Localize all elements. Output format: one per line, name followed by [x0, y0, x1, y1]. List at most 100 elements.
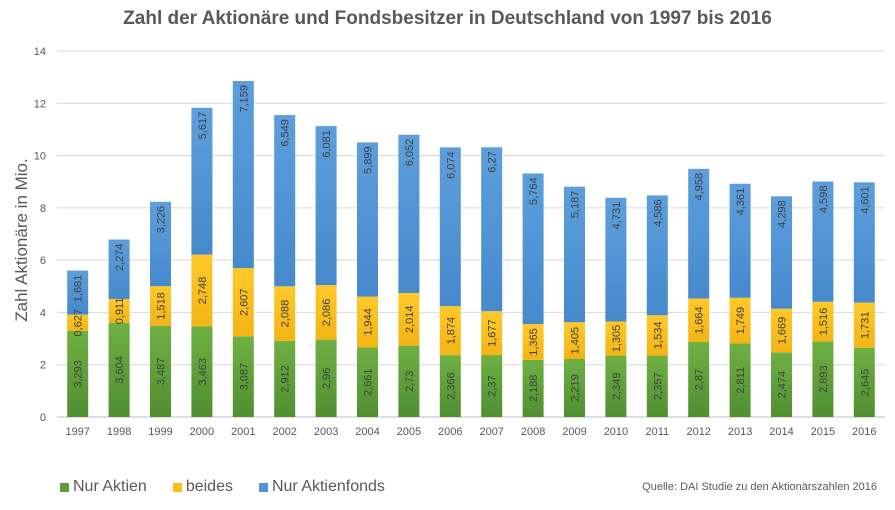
- data-label: 3,087: [238, 363, 250, 391]
- bar-segment-beides: [564, 322, 585, 359]
- data-label: 2,357: [652, 372, 664, 400]
- data-label: 5,899: [363, 146, 375, 174]
- data-label: 1,534: [652, 322, 664, 350]
- bar-segment-beides: [150, 286, 171, 326]
- bar-segment-nur-aktienfonds: [812, 181, 834, 302]
- legend-label: beides: [185, 478, 233, 495]
- bar-segment-nur-aktienfonds: [67, 270, 89, 315]
- bar-segment-nur-aktienfonds: [315, 126, 337, 286]
- y-tick-label: 8: [40, 203, 46, 215]
- y-tick-label: 12: [34, 98, 46, 110]
- x-tick-label: 2002: [272, 426, 296, 438]
- data-label: 4,598: [818, 186, 830, 214]
- bar-segment-nur-aktien: [688, 341, 710, 417]
- data-label: 2,474: [777, 371, 789, 399]
- data-label: 3,487: [156, 358, 168, 386]
- y-tick-label: 4: [40, 307, 46, 319]
- bar-segment-beides: [191, 254, 213, 327]
- bar-segment-beides: [481, 311, 503, 356]
- legend: Nur Aktien beides Nur Aktienfonds: [60, 478, 411, 496]
- x-tick-label: 2011: [645, 426, 669, 438]
- y-tick-label: 10: [34, 151, 46, 163]
- bar-segment-beides: [812, 301, 834, 342]
- legend-swatch-green: [60, 482, 69, 492]
- data-label: 1,516: [818, 308, 830, 336]
- data-label: 3,293: [73, 360, 85, 388]
- x-tick-label: 2005: [397, 426, 421, 438]
- x-axis-ticks: 1997 1998 1999 2000 2001 2002 2003 2004 2005 2006…: [65, 426, 876, 438]
- data-label: 5,764: [528, 177, 540, 205]
- data-label: 2,96: [321, 368, 333, 389]
- bar-segment-nur-aktienfonds: [481, 147, 503, 312]
- bar-segment-nur-aktien: [729, 343, 751, 417]
- bar-segment-nur-aktien: [67, 330, 89, 417]
- x-tick-label: 1998: [107, 426, 131, 438]
- data-label: 1,305: [611, 325, 623, 353]
- bar-segment-nur-aktienfonds: [439, 147, 461, 307]
- legend-label: Nur Aktienfonds: [271, 478, 385, 495]
- data-label: 1,677: [487, 319, 499, 347]
- bar-segment-nur-aktien: [605, 355, 627, 417]
- bar-segment-nur-aktienfonds: [853, 182, 875, 303]
- bar-segment-nur-aktien: [398, 345, 420, 417]
- data-label: 6,27: [487, 151, 499, 172]
- y-axis-ticks: 0 2 4 6 8 10 12 14: [34, 46, 46, 424]
- data-label: 1,731: [859, 311, 871, 339]
- bar-segment-beides: [771, 308, 792, 353]
- y-tick-label: 0: [40, 412, 46, 424]
- data-label: 2,219: [570, 374, 582, 402]
- x-tick-label: 2003: [314, 426, 338, 438]
- bar-segment-nur-aktien: [191, 326, 213, 417]
- bar-segment-nur-aktienfonds: [646, 195, 668, 316]
- data-label: 1,405: [570, 327, 582, 355]
- legend-label: Nur Aktien: [73, 478, 147, 495]
- data-label: 2,607: [238, 288, 250, 316]
- data-label: 6,081: [321, 130, 333, 158]
- x-tick-label: 2010: [604, 426, 628, 438]
- data-label: 4,958: [694, 173, 706, 201]
- x-tick-label: 2013: [728, 426, 752, 438]
- bar-segment-beides: [398, 292, 420, 346]
- x-tick-label: 2000: [190, 426, 214, 438]
- bar-segment-nur-aktien: [439, 355, 461, 417]
- bar-segment-beides: [688, 298, 710, 342]
- bar-segment-nur-aktien: [357, 347, 378, 417]
- data-label: 1,944: [363, 308, 375, 336]
- legend-item-beides[interactable]: beides: [172, 478, 233, 496]
- bar-segment-beides: [67, 314, 89, 331]
- data-label: 2,645: [859, 369, 871, 397]
- bar-segment-beides: [605, 321, 627, 356]
- data-label: 6,549: [280, 119, 292, 147]
- bar-segment-nur-aktienfonds: [150, 201, 171, 287]
- data-labels: 3,293 0,627 1,681 3,604 0,911 2,274 3,487 1,518…: [73, 85, 872, 402]
- bar-segment-nur-aktienfonds: [191, 107, 213, 255]
- legend-item-nur-aktien[interactable]: Nur Aktien: [60, 478, 147, 496]
- bar-segment-beides: [439, 306, 461, 356]
- bar-segment-nur-aktienfonds: [564, 186, 585, 323]
- bar-segment-beides: [232, 268, 254, 337]
- x-tick-label: 2009: [562, 426, 586, 438]
- data-label: 2,73: [404, 371, 416, 392]
- bar-segment-nur-aktien: [481, 355, 503, 417]
- data-label: 2,893: [818, 365, 830, 393]
- data-label: 5,617: [197, 112, 209, 140]
- data-label: 7,159: [238, 85, 250, 113]
- data-label: 0,627: [73, 309, 85, 337]
- x-tick-label: 2014: [769, 426, 793, 438]
- bar-segment-nur-aktienfonds: [605, 197, 627, 322]
- data-label: 2,366: [445, 372, 457, 400]
- data-label: 2,349: [611, 373, 623, 401]
- bar-segment-nur-aktienfonds: [771, 196, 792, 309]
- legend-item-nur-aktienfonds[interactable]: Nur Aktienfonds: [258, 478, 385, 496]
- data-label: 4,361: [735, 188, 747, 216]
- bar-segment-nur-aktienfonds: [729, 183, 751, 298]
- x-tick-label: 2004: [355, 426, 379, 438]
- x-tick-label: 2007: [479, 426, 503, 438]
- data-label: 6,074: [445, 151, 457, 179]
- chart-title: Zahl der Aktionäre und Fondsbesitzer in …: [123, 8, 772, 29]
- data-label: 2,748: [197, 277, 209, 305]
- bar-segment-beides: [853, 302, 875, 348]
- gridlines: [57, 50, 885, 418]
- bar-segment-beides: [315, 285, 337, 340]
